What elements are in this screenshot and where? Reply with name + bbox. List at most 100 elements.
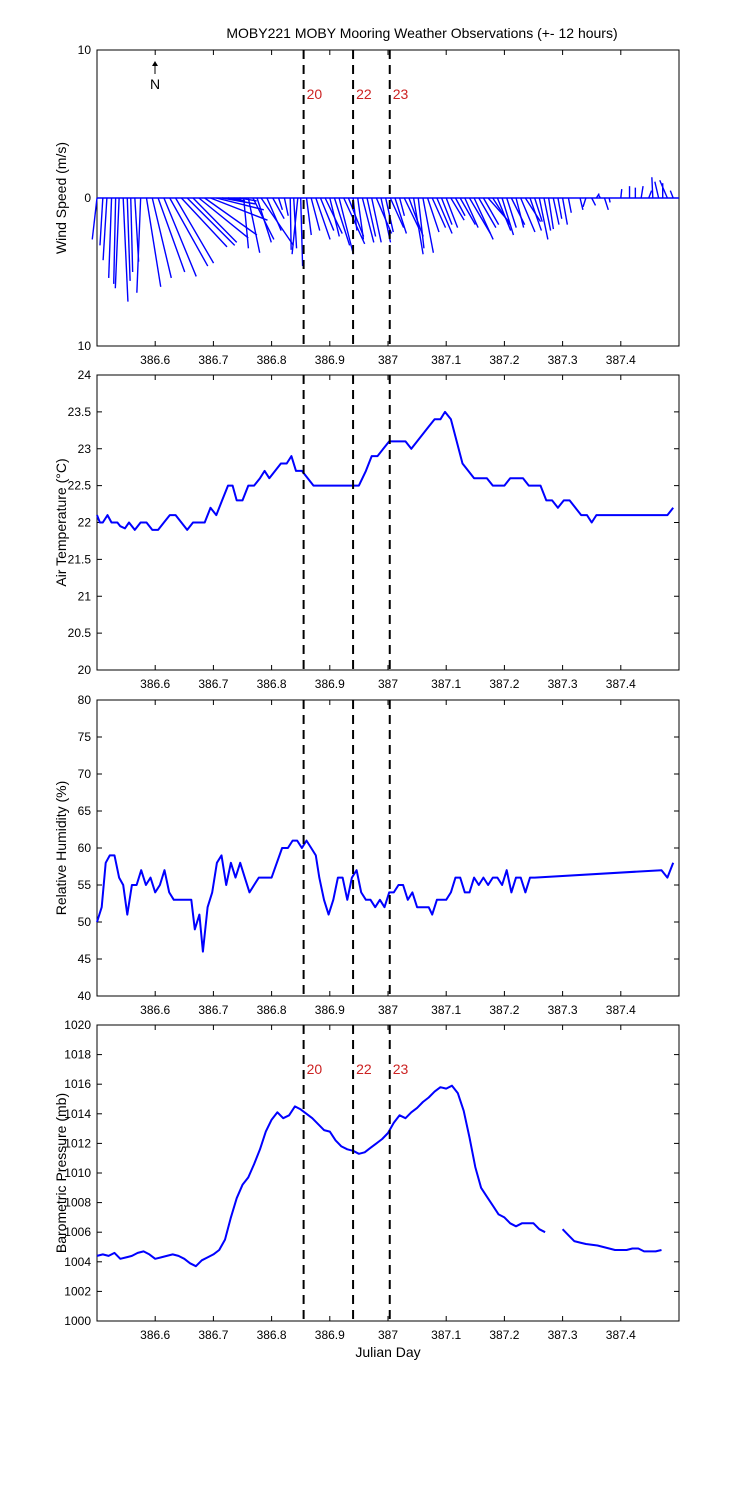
wind-vector [338,197,355,255]
y-tick-label: 65 [78,804,92,818]
wind-vector [591,197,597,206]
wind-vector [366,197,377,237]
wind-vector [389,197,405,228]
wind-vector [597,194,602,199]
event-label: 23 [393,1061,409,1077]
wind-vector [464,197,479,228]
x-tick-label: 386.7 [198,677,228,691]
wind-vector [408,197,424,237]
wind-vector [543,197,552,231]
wind-vector [216,197,264,211]
wind-vector [247,197,261,253]
series-line [96,839,675,953]
wind-vector [210,197,268,221]
y-tick-label: 55 [78,878,92,892]
wind-vector [579,197,584,211]
wind-vector [174,197,215,264]
y-tick-label: 1002 [64,1284,91,1298]
wind-vector [659,179,669,199]
x-tick-label: 387.4 [606,1328,636,1342]
y-tick-label: 21 [78,589,92,603]
x-axis-label: Julian Day [355,1344,420,1360]
wind-vector [459,197,476,225]
y-tick-label: 0 [84,191,91,205]
wind-vector [272,197,285,220]
wind-vector [300,197,304,267]
north-label: N [150,76,160,92]
wind-vector [266,197,282,231]
y-tick-label: 20.5 [68,626,92,640]
wind-vector [151,197,172,279]
wind-vector [478,197,497,228]
wind-vector [305,197,312,236]
wind-vector [561,197,569,225]
wind-vector [506,197,517,228]
x-tick-label: 387.3 [548,1328,578,1342]
wind-vector [608,197,611,203]
air-temperature-panel: 386.6 386.7 386.8 386.9 387 387.1 387.2 387.3 38… [53,368,680,691]
event-label: 22 [356,86,372,102]
x-tick-label: 386.6 [140,1328,170,1342]
wind-vector [310,197,321,231]
wind-vector [108,197,113,278]
y-tick-label: 10 [78,43,92,57]
y-tick-label: 10 [78,339,92,353]
x-tick-label: 387.4 [606,1003,636,1017]
event-label: 20 [307,86,323,102]
wind-vector [398,197,406,216]
wind-vector [440,197,453,225]
wind-vector [102,197,108,261]
wind-vector [130,197,134,273]
event-label: 23 [393,86,409,102]
y-tick-label: 22 [78,516,92,530]
x-tick-label: 386.9 [315,353,345,367]
wind-vector [524,197,542,223]
x-tick-label: 386.9 [315,1328,345,1342]
wind-vector [445,197,459,228]
x-tick-label: 387.2 [489,677,519,691]
wind-vector [122,197,129,302]
wind-vector [315,197,331,240]
wind-vector [468,197,491,234]
wind-vector [136,197,142,293]
wind-vector [186,197,236,246]
x-tick-label: 386.8 [257,1328,287,1342]
wind-vector [198,197,249,239]
wind-vector [375,197,393,234]
wind-vector [163,197,197,277]
x-tick-label: 386.6 [140,677,170,691]
y-tick-label: 75 [78,730,92,744]
x-tick-label: 387.2 [489,1003,519,1017]
wind-vector [422,197,435,253]
x-tick-label: 387.1 [431,1003,461,1017]
x-tick-label: 387.3 [548,1003,578,1017]
wind-vector [567,197,572,213]
wind-vector [343,197,366,245]
x-tick-label: 387.2 [489,353,519,367]
wind-vector [529,197,543,231]
wind-vector [450,197,465,221]
x-tick-label: 387.1 [431,677,461,691]
wind-vector [233,197,242,201]
wind-vector [371,197,382,243]
y-tick-label: 1008 [64,1196,91,1210]
x-tick-label: 386.6 [140,353,170,367]
y-tick-label: 24 [78,368,92,382]
wind-vector [547,197,555,230]
wind-vector [145,197,162,287]
wind-vector [333,197,351,246]
relative-humidity-panel: 386.6 386.7 386.8 386.9 387 387.1 387.2 387.3 38… [53,693,680,1017]
wind-vector [357,197,365,240]
wind-vector [289,197,292,250]
x-tick-label: 387 [378,1003,398,1017]
wind-vector [169,197,209,267]
wind-vector [417,197,425,249]
plot-frame [96,1024,680,1322]
y-axis-label: Barometric Pressure (mb) [53,1093,69,1253]
wind-vector [99,197,104,246]
wind-vector [403,197,420,228]
wind-vector [533,197,543,222]
x-tick-label: 387.3 [548,677,578,691]
wind-vector [157,197,186,273]
wind-vector [510,197,526,225]
